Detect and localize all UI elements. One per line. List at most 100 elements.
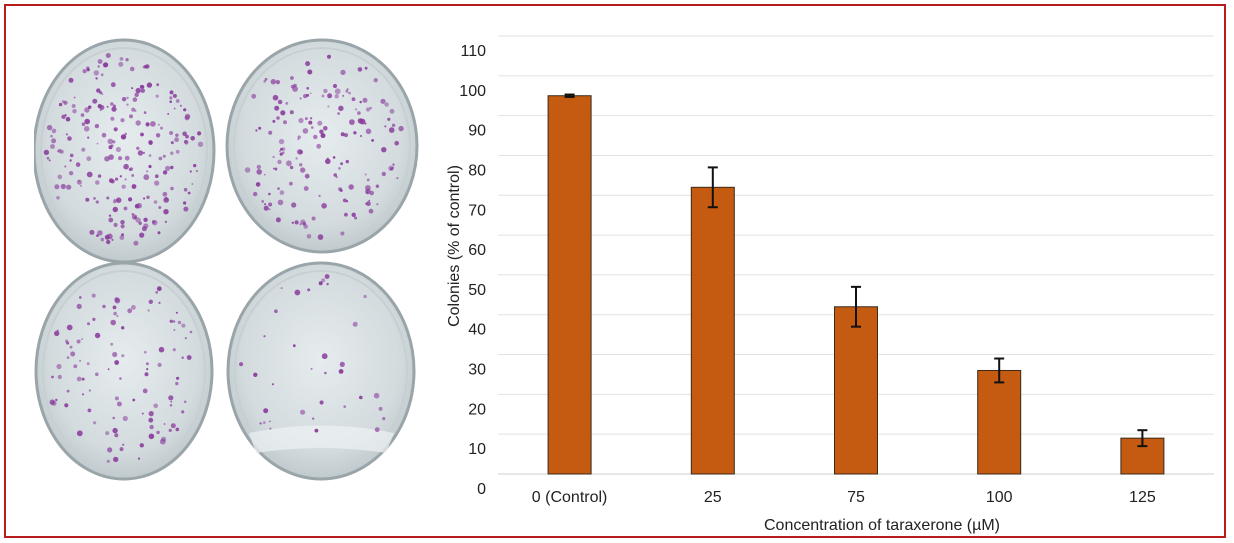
colony — [124, 178, 127, 181]
colony — [359, 118, 366, 125]
colony — [300, 219, 306, 225]
colony — [174, 137, 180, 143]
colony — [131, 184, 137, 189]
colony — [340, 231, 345, 236]
colony — [159, 438, 166, 445]
colony — [104, 156, 110, 162]
colony — [148, 433, 155, 440]
colony — [306, 87, 310, 90]
colony — [375, 184, 380, 188]
colony — [197, 131, 202, 136]
x-axis-label: Concentration of taraxerone (µM) — [764, 517, 1000, 534]
colony — [51, 128, 57, 134]
error-bar — [851, 285, 861, 328]
colony — [185, 134, 189, 139]
colony — [307, 288, 311, 292]
colony — [253, 372, 258, 377]
colony — [348, 184, 354, 190]
colony — [153, 200, 158, 204]
colony — [163, 423, 166, 425]
colony — [86, 362, 90, 366]
colony — [102, 304, 106, 309]
colony — [292, 86, 298, 92]
colony — [131, 305, 136, 310]
colony — [263, 421, 266, 424]
colony — [327, 105, 330, 108]
colony — [50, 134, 53, 138]
colony — [344, 212, 348, 217]
colony — [129, 66, 135, 72]
colony — [338, 167, 341, 170]
colony — [70, 351, 76, 357]
colony — [197, 141, 204, 147]
colony — [348, 91, 351, 95]
colony — [384, 102, 389, 107]
colony — [343, 405, 347, 408]
colony — [312, 417, 315, 420]
colony — [338, 369, 344, 374]
colony — [239, 362, 244, 367]
colony — [344, 133, 348, 138]
colony — [114, 297, 119, 302]
colony — [320, 133, 326, 139]
colony — [119, 235, 125, 241]
colony — [76, 339, 81, 344]
colony — [325, 158, 331, 165]
colony — [327, 54, 331, 59]
error-bar — [564, 93, 575, 98]
colony — [140, 88, 145, 93]
colony — [272, 167, 275, 170]
colony — [72, 109, 77, 114]
colony — [277, 187, 280, 190]
colony — [87, 136, 90, 139]
colony — [76, 303, 82, 309]
colony — [132, 398, 136, 402]
colony — [105, 431, 110, 436]
colony — [148, 140, 153, 145]
colony — [172, 348, 176, 352]
colony — [279, 150, 281, 153]
colony — [113, 127, 118, 132]
colony — [255, 129, 258, 132]
colony — [179, 104, 182, 107]
colony — [158, 288, 161, 290]
colony — [136, 146, 140, 150]
colony — [112, 351, 118, 358]
colony — [96, 88, 101, 93]
colony — [115, 197, 122, 203]
colony — [186, 355, 192, 360]
colony — [57, 148, 62, 153]
colony — [279, 152, 283, 156]
colony — [303, 94, 308, 99]
colony — [175, 133, 179, 137]
colony — [309, 117, 313, 120]
colony — [326, 282, 329, 286]
colony — [50, 144, 55, 149]
colony — [334, 94, 339, 99]
colony — [175, 149, 180, 154]
colony — [143, 223, 149, 229]
colony — [86, 156, 92, 162]
colony — [295, 157, 298, 160]
colony — [321, 278, 326, 283]
colony — [49, 399, 55, 405]
colony — [77, 179, 80, 182]
colony — [339, 189, 343, 192]
colony — [119, 377, 122, 380]
colony — [333, 173, 338, 177]
colony — [143, 217, 148, 222]
colony — [132, 97, 138, 102]
colony — [114, 433, 119, 438]
colony — [398, 125, 404, 132]
colony — [93, 421, 97, 425]
colony — [169, 404, 173, 407]
colony — [66, 356, 70, 359]
colony — [67, 136, 72, 141]
colony — [73, 96, 76, 99]
colony — [148, 164, 152, 169]
colony — [280, 287, 283, 290]
colony — [263, 408, 269, 414]
colony — [304, 117, 308, 121]
colony — [349, 119, 355, 125]
colony — [99, 105, 105, 110]
